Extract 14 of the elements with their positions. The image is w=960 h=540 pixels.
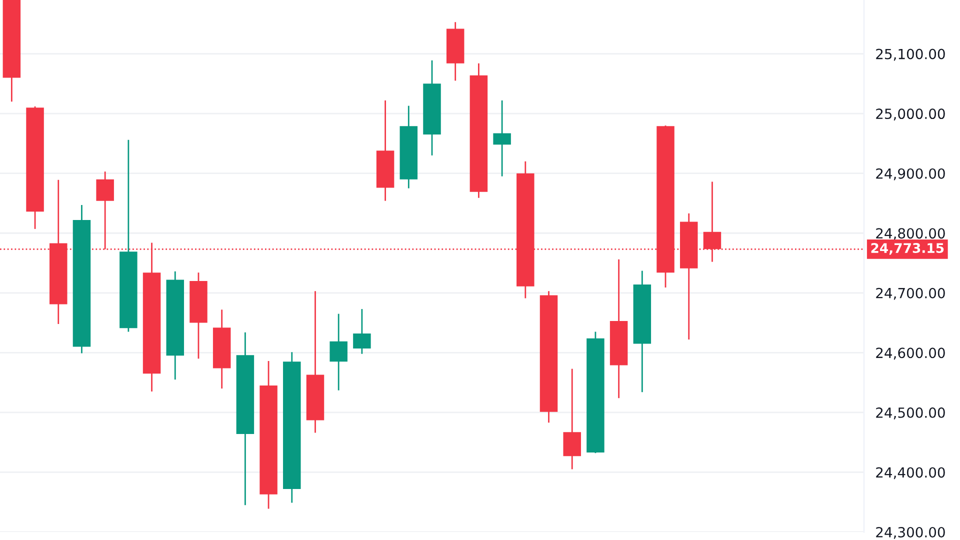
candlestick bbox=[330, 313, 348, 392]
y-tick-label: 24,500.00 bbox=[876, 407, 945, 420]
y-tick-label: 24,400.00 bbox=[876, 467, 945, 480]
y-tick-label: 25,000.00 bbox=[876, 108, 945, 120]
y-tick-label: 24,700.00 bbox=[876, 288, 945, 300]
y-tick-label: 24,900.00 bbox=[876, 168, 945, 180]
ref-line-label: 24,773.15 bbox=[871, 243, 944, 255]
y-tick-label: 25,100.00 bbox=[876, 48, 945, 61]
candlestick bbox=[563, 368, 581, 470]
candlestick bbox=[493, 100, 511, 178]
y-tick-label: 24,600.00 bbox=[876, 348, 945, 360]
y-tick-label: 24,800.00 bbox=[876, 228, 945, 240]
candlestick bbox=[353, 308, 371, 355]
y-tick-label: 24,300.00 bbox=[876, 526, 945, 539]
